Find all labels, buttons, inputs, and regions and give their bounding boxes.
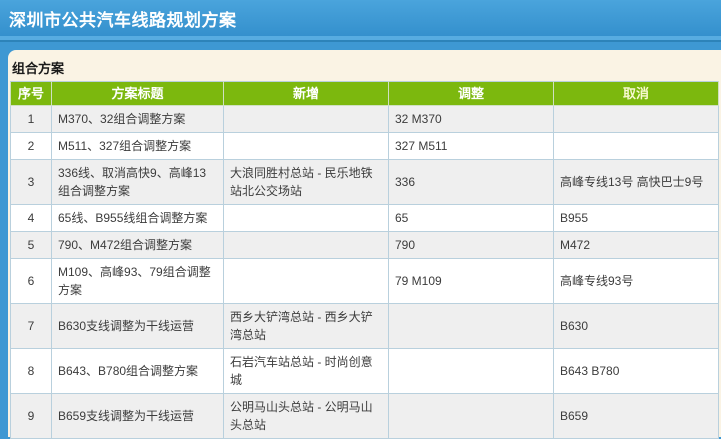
- cell-adjust: 32 M370: [388, 105, 554, 133]
- cell-add: 公明马山头总站 - 公明马山头总站: [223, 393, 389, 439]
- cell-adjust: 79 M109: [388, 258, 554, 304]
- table-row: 1 M370、32组合调整方案 32 M370: [10, 105, 719, 133]
- cell-title: M370、32组合调整方案: [51, 105, 224, 133]
- table-row: 7 B630支线调整为干线运营 西乡大铲湾总站 - 西乡大铲湾总站 B630: [10, 303, 719, 349]
- cell-cancel: M472: [553, 231, 719, 259]
- cell-title: M511、327组合调整方案: [51, 132, 224, 160]
- cell-adjust: 790: [388, 231, 554, 259]
- table-row: 9 B659支线调整为干线运营 公明马山头总站 - 公明马山头总站 B659: [10, 393, 719, 439]
- cell-title: M109、高峰93、79组合调整方案: [51, 258, 224, 304]
- cell-cancel: B630: [553, 303, 719, 349]
- cell-cancel: B659: [553, 393, 719, 439]
- cell-no: 2: [10, 132, 52, 160]
- content-panel: 组合方案 序号 方案标题 新增 调整 取消 1 M370、32组合调整方案 32 M…: [8, 50, 721, 439]
- cell-title: 790、M472组合调整方案: [51, 231, 224, 259]
- cell-adjust: 65: [388, 204, 554, 232]
- cell-adjust: [388, 348, 554, 394]
- cell-add: 石岩汽车站总站 - 时尚创意城: [223, 348, 389, 394]
- cell-add: [223, 231, 389, 259]
- cell-adjust: [388, 393, 554, 439]
- section-label: 组合方案: [12, 61, 65, 76]
- cell-cancel: [553, 105, 719, 133]
- page-title: 深圳市公共汽车线路规划方案: [9, 10, 237, 30]
- cell-no: 7: [10, 303, 52, 349]
- cell-add: [223, 204, 389, 232]
- combination-plan-table: 序号 方案标题 新增 调整 取消 1 M370、32组合调整方案 32 M370 2 M…: [10, 81, 719, 439]
- table-row: 2 M511、327组合调整方案 327 M511: [10, 132, 719, 160]
- title-bar: 深圳市公共汽车线路规划方案: [0, 0, 721, 36]
- cell-title: B630支线调整为干线运营: [51, 303, 224, 349]
- cell-title: 336线、取消高快9、高峰13组合调整方案: [51, 159, 224, 205]
- table-row: 6 M109、高峰93、79组合调整方案 79 M109 高峰专线93号: [10, 258, 719, 304]
- cell-title: 65线、B955线组合调整方案: [51, 204, 224, 232]
- table-row: 3 336线、取消高快9、高峰13组合调整方案 大浪同胜村总站 - 民乐地铁站北公交…: [10, 159, 719, 205]
- cell-no: 4: [10, 204, 52, 232]
- header-cell-adjust: 调整: [388, 81, 554, 106]
- table-row: 4 65线、B955线组合调整方案 65 B955: [10, 204, 719, 232]
- table-header-row: 序号 方案标题 新增 调整 取消: [10, 81, 719, 106]
- header-cell-add: 新增: [223, 81, 389, 106]
- cell-cancel: 高峰专线93号: [553, 258, 719, 304]
- cell-adjust: 327 M511: [388, 132, 554, 160]
- cell-cancel: [553, 132, 719, 160]
- cell-add: [223, 258, 389, 304]
- cell-add: [223, 105, 389, 133]
- cell-add: 大浪同胜村总站 - 民乐地铁站北公交场站: [223, 159, 389, 205]
- cell-title: B643、B780组合调整方案: [51, 348, 224, 394]
- cell-adjust: 336: [388, 159, 554, 205]
- header-divider: [0, 36, 721, 42]
- cell-add: 西乡大铲湾总站 - 西乡大铲湾总站: [223, 303, 389, 349]
- table-body: 1 M370、32组合调整方案 32 M370 2 M511、327组合调整方案 327 …: [10, 105, 719, 439]
- cell-no: 1: [10, 105, 52, 133]
- table-row: 5 790、M472组合调整方案 790 M472: [10, 231, 719, 259]
- cell-adjust: [388, 303, 554, 349]
- table-row: 8 B643、B780组合调整方案 石岩汽车站总站 - 时尚创意城 B643 B780: [10, 348, 719, 394]
- cell-title: B659支线调整为干线运营: [51, 393, 224, 439]
- header-cell-cancel: 取消: [553, 81, 719, 106]
- cell-no: 6: [10, 258, 52, 304]
- cell-cancel: B955: [553, 204, 719, 232]
- cell-add: [223, 132, 389, 160]
- cell-cancel: 高峰专线13号 高快巴士9号: [553, 159, 719, 205]
- cell-no: 8: [10, 348, 52, 394]
- header-cell-title: 方案标题: [51, 81, 224, 106]
- cell-no: 3: [10, 159, 52, 205]
- cell-no: 5: [10, 231, 52, 259]
- header-cell-no: 序号: [10, 81, 52, 106]
- cell-no: 9: [10, 393, 52, 439]
- cell-cancel: B643 B780: [553, 348, 719, 394]
